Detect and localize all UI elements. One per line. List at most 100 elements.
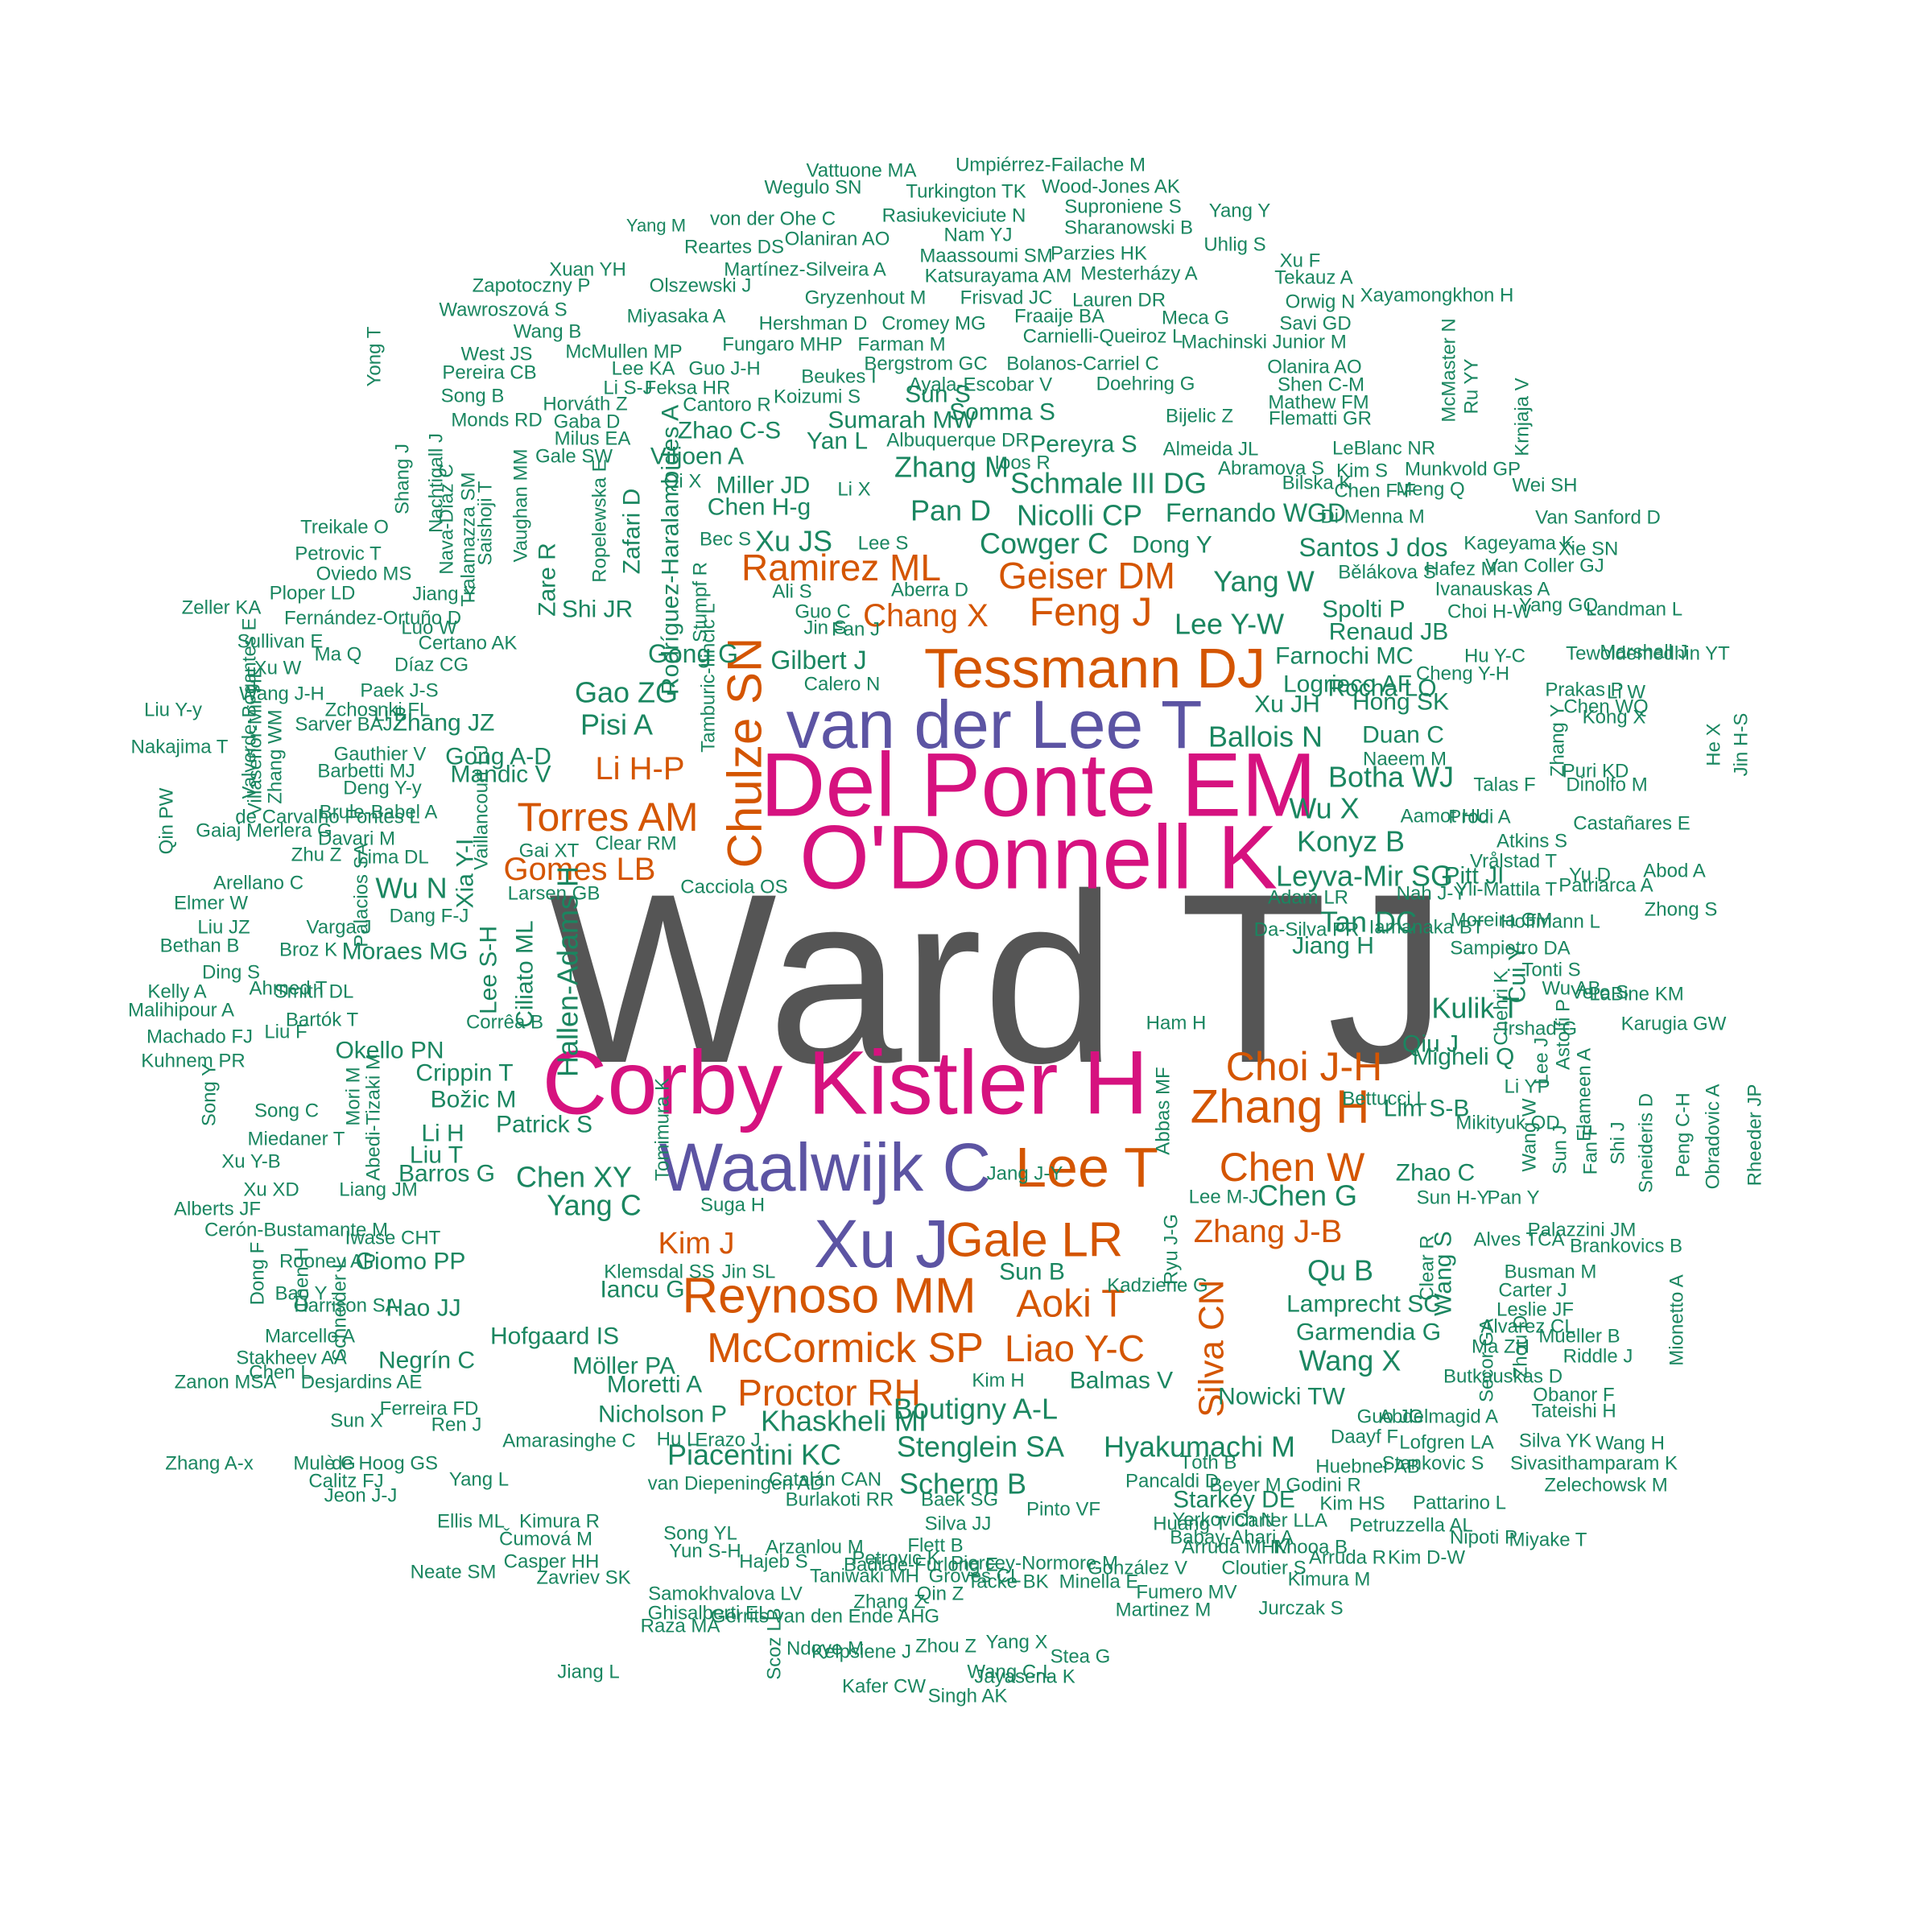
author-word: von der Ohe C	[710, 208, 836, 230]
author-word: Stea G	[1051, 1646, 1111, 1668]
author-word: Clear RM	[595, 833, 676, 855]
author-word: Huang T	[1153, 1513, 1227, 1535]
author-word: Zavriev SK	[536, 1567, 630, 1589]
author-word: Pattarino L	[1413, 1492, 1506, 1514]
author-word: Corrêa B	[466, 1012, 543, 1034]
author-word: Yerkovich N	[1172, 1509, 1274, 1531]
author-word: Rodríguez-Haralambides A	[658, 405, 684, 695]
author-word: Pereira CB	[442, 362, 536, 384]
author-word: Zchosnki FL	[325, 700, 431, 721]
author-word: Fernando WGD	[1166, 498, 1346, 527]
author-word: Albuquerque DR	[886, 430, 1029, 452]
author-word: Flematti GR	[1269, 408, 1372, 430]
author-word: Migheli Q	[1413, 1044, 1515, 1071]
author-word: McMaster N	[1439, 318, 1460, 422]
author-word: Valverde-Bogantes E	[239, 617, 261, 799]
author-word: Lee Y-W	[1174, 608, 1284, 641]
author-word: Jurczak S	[1258, 1598, 1343, 1620]
author-word: Bolanos-Carriel C	[1006, 353, 1158, 375]
author-word: Cantoro R	[683, 394, 770, 416]
author-word: Garmendia G	[1296, 1319, 1441, 1346]
author-word: Sarver BAJ	[295, 714, 392, 736]
author-word: Alberts JF	[174, 1199, 261, 1220]
author-word: Wang C-L	[967, 1662, 1053, 1683]
author-word: Bec S	[700, 529, 751, 551]
author-word: Aoki T	[1016, 1283, 1125, 1326]
author-word: Wu N	[375, 872, 447, 905]
author-word: Uhlig S	[1203, 234, 1265, 256]
author-word: Song C	[254, 1100, 319, 1122]
author-word: Kulik T	[1431, 992, 1519, 1025]
author-word: Spolti P	[1322, 597, 1405, 623]
author-word: Pan Y	[1488, 1187, 1540, 1209]
author-word: Turkington TK	[906, 181, 1026, 203]
author-word: Liang JM	[339, 1179, 417, 1201]
author-word: Hallen-Adams H	[551, 866, 584, 1077]
author-word: Villaseñor-Mir HE	[245, 666, 266, 815]
author-word: Chang X	[863, 598, 989, 634]
author-word: Wang B	[514, 321, 581, 343]
author-word: Chen G	[1257, 1179, 1357, 1212]
author-word: Wang W	[1519, 1098, 1541, 1171]
author-word: Li B	[374, 704, 407, 726]
author-word: Pitt JI	[1443, 863, 1504, 890]
author-word: Viljoen A	[650, 444, 744, 470]
author-word: Reartes DS	[684, 237, 784, 258]
author-word: Fungaro MHP	[722, 334, 842, 356]
author-word: Nah J-Y	[1397, 883, 1467, 905]
author-word: Zhou Z	[915, 1636, 976, 1657]
author-word: Lofgren LA	[1399, 1432, 1493, 1454]
author-word: Mathew FM	[1268, 392, 1368, 414]
author-word: Hofgaard IS	[490, 1323, 619, 1350]
author-word: Zhang J-B	[1194, 1214, 1343, 1249]
author-word: Song B	[441, 386, 505, 407]
author-word: Jayasena K	[974, 1666, 1075, 1688]
author-word: Jin S	[803, 617, 846, 639]
author-word: Babay-Ahari A	[1170, 1527, 1293, 1549]
author-word: Taniwaki MH	[810, 1566, 919, 1587]
author-word: Rocha LO	[1327, 675, 1436, 702]
author-word: Tóth B	[1180, 1452, 1237, 1474]
author-word: Nava-Díaz C	[436, 464, 458, 574]
author-word: Broz K	[279, 939, 337, 961]
author-word: Paek J-S	[360, 680, 438, 702]
author-word: Zhang Z	[853, 1591, 925, 1613]
author-word: Sun H-Y	[1417, 1187, 1490, 1209]
author-word: Choi H-W	[1447, 601, 1531, 623]
author-word: Van Coller GJ	[1485, 555, 1604, 577]
author-word: Ciliato ML	[512, 920, 539, 1027]
author-word: Sampietro DA	[1450, 938, 1570, 960]
author-word: Lim S-B	[1384, 1096, 1470, 1122]
author-word: Abdelmagid A	[1379, 1406, 1498, 1428]
author-word: Farman M	[857, 334, 945, 356]
author-word: Miyasaka A	[627, 306, 726, 328]
author-word: Tomimura K	[652, 1078, 674, 1181]
author-word: Martínez-Silveira A	[724, 259, 886, 281]
author-word: Li H-P	[595, 751, 684, 786]
author-word: Liu Y-y	[144, 700, 202, 721]
author-word: Pinto VF	[1026, 1499, 1100, 1521]
author-word: Talas F	[1473, 774, 1535, 796]
author-word: Lee M-J	[1189, 1187, 1259, 1208]
author-word: Casper HH	[504, 1551, 600, 1573]
author-word: Patriarca A	[1558, 875, 1653, 897]
author-word: Sun S	[905, 382, 971, 408]
author-word: Chen H	[291, 1247, 313, 1312]
author-word: Pereyra S	[1030, 431, 1137, 458]
author-word: Wawroszová S	[439, 299, 567, 321]
author-word: Silva YK	[1519, 1430, 1591, 1452]
author-word: Li X	[837, 479, 870, 501]
author-word: Zhao C-S	[678, 418, 781, 444]
author-word: McCormick SP	[707, 1325, 984, 1372]
author-word: Stumpf R	[690, 562, 712, 642]
author-word: Sun J	[1550, 1125, 1571, 1174]
author-word: Lee KA	[612, 358, 675, 380]
author-word: Ayala-Escobar V	[909, 374, 1052, 396]
author-word: Oviedo MS	[316, 564, 412, 585]
author-word: Badiale-Furlong E	[844, 1554, 998, 1576]
author-word: Liu T	[410, 1142, 463, 1169]
author-word: Zhang WM	[265, 709, 287, 803]
author-word: Xayamongkhon H	[1360, 285, 1514, 307]
author-word: Balmas V	[1070, 1368, 1173, 1394]
author-word: Kim J	[658, 1227, 735, 1261]
